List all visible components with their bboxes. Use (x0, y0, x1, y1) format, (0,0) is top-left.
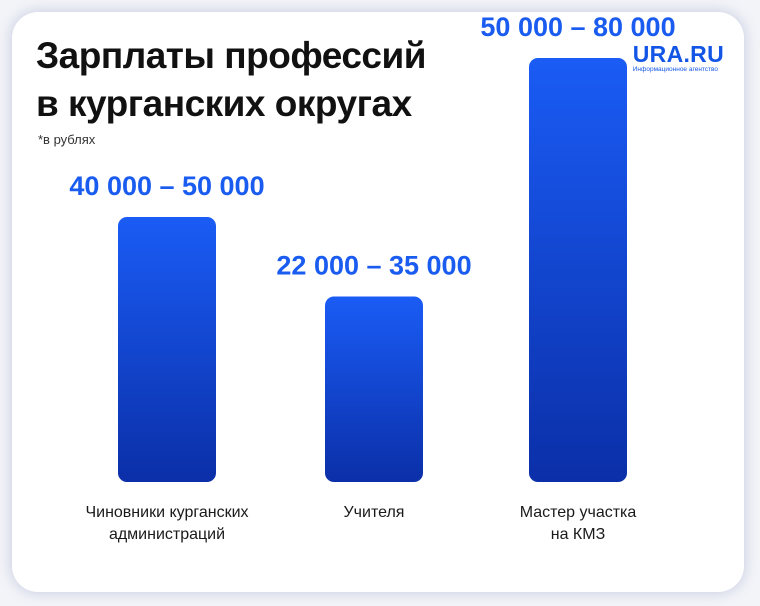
logo-name: URA.RU (632, 41, 724, 67)
category-label-0: Чиновники курганских администраций (85, 504, 248, 543)
bar-0 (118, 217, 216, 482)
page-title: Зарплаты профессий в курганских округах (36, 32, 426, 128)
unit-note: *в рублях (38, 132, 96, 147)
title-line-2: в курганских округах (36, 83, 412, 124)
title-line-1: Зарплаты профессий (36, 35, 426, 76)
category-label-1: Учителя (344, 504, 405, 521)
salary-bar-chart: 40 000 – 50 000 Чиновники курганских админ… (69, 12, 675, 543)
bar-1 (325, 296, 423, 482)
range-label-1: 22 000 – 35 000 (276, 251, 471, 281)
category-label-2: Мастер участка на КМЗ (520, 504, 637, 543)
infographic-card: Зарплаты профессий в курганских округах … (12, 12, 744, 592)
range-label-2: 50 000 – 80 000 (480, 12, 675, 42)
logo-tagline: Информационное агентство (632, 66, 719, 73)
range-label-0: 40 000 – 50 000 (69, 171, 264, 201)
bar-2 (529, 58, 627, 482)
ura-ru-logo: URA.RU Информационное агентство (633, 42, 724, 74)
